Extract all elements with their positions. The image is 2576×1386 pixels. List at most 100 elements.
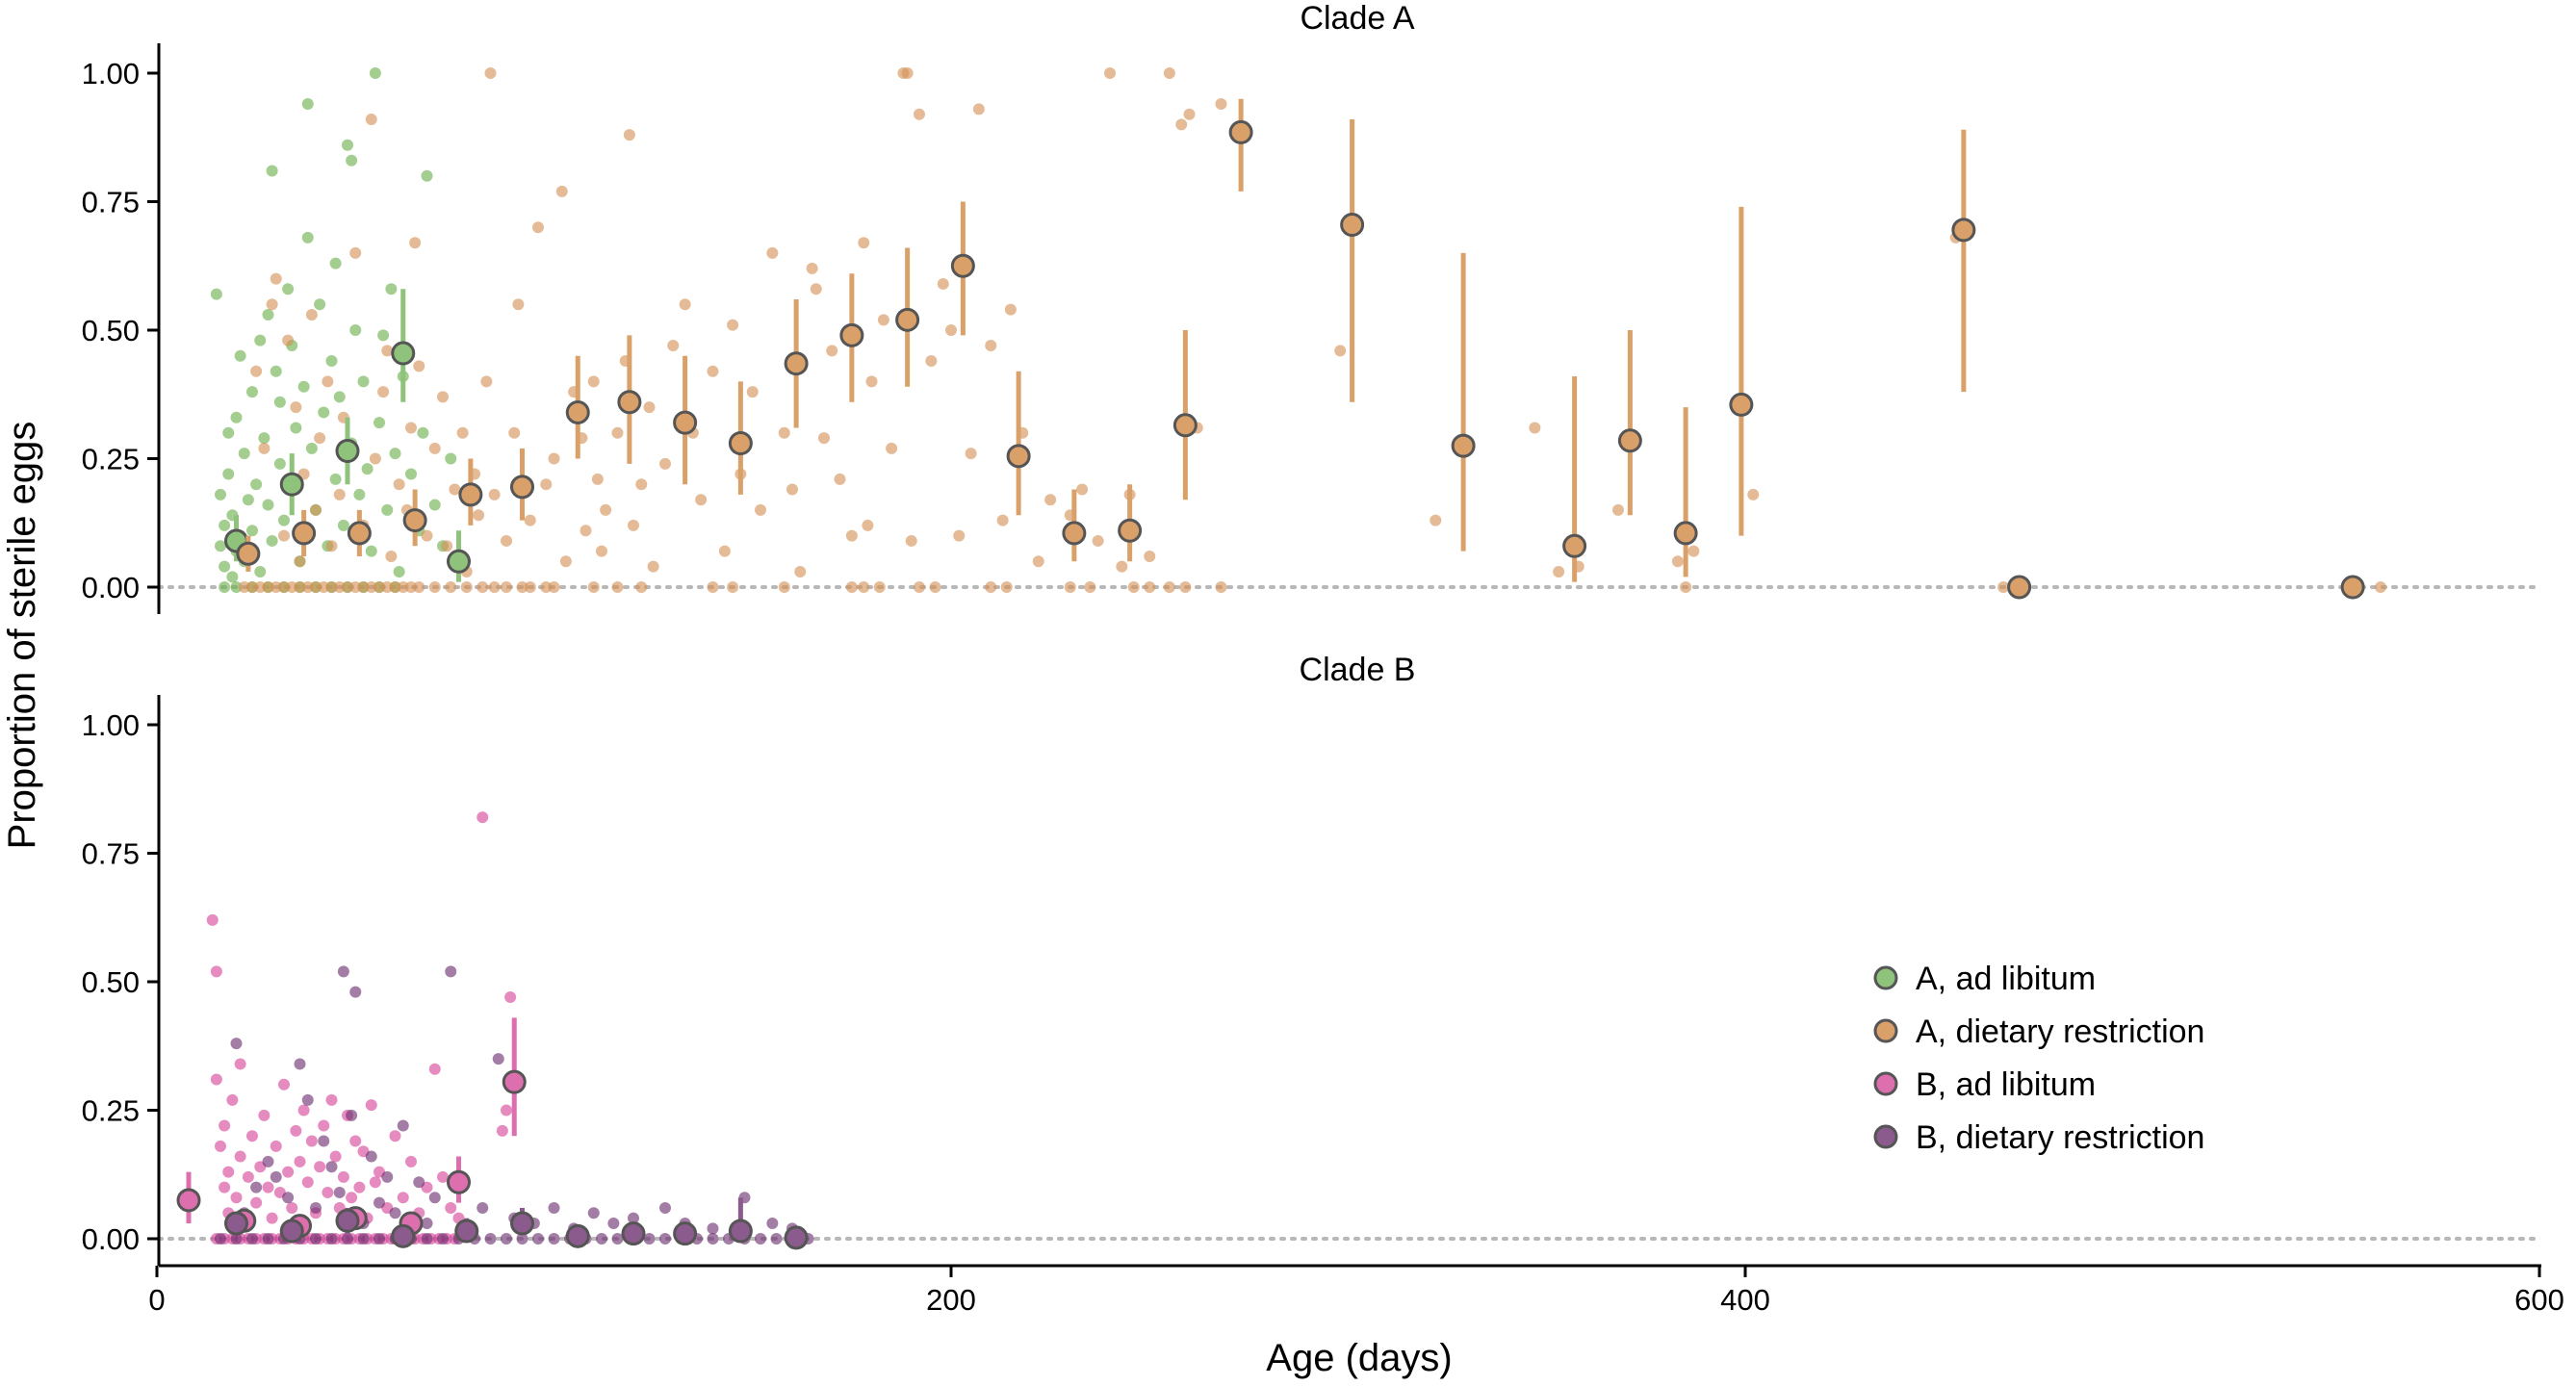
raw-point <box>246 386 258 398</box>
y-tick-label-b-1: 0.25 <box>82 1094 140 1128</box>
raw-point <box>985 340 997 352</box>
summary-point <box>391 1223 416 1248</box>
raw-point <box>516 1233 528 1245</box>
raw-point <box>325 1161 338 1173</box>
summary-point <box>335 438 360 463</box>
raw-point <box>587 375 600 388</box>
raw-point <box>965 448 977 460</box>
raw-point <box>349 246 362 259</box>
raw-point <box>417 426 429 439</box>
raw-point <box>1032 555 1044 568</box>
raw-point <box>877 314 889 326</box>
raw-point <box>254 581 267 593</box>
raw-point <box>219 519 231 531</box>
raw-point <box>1116 560 1128 573</box>
raw-point <box>1529 422 1541 434</box>
raw-point <box>484 1233 497 1245</box>
raw-point <box>858 581 870 593</box>
raw-point <box>611 426 624 439</box>
raw-point <box>397 1119 409 1132</box>
summary-point <box>565 399 590 424</box>
raw-point <box>1215 581 1227 593</box>
raw-point <box>1553 565 1565 578</box>
raw-point <box>389 1130 401 1142</box>
panel-b-plot-area: 0.00 0.25 0.50 0.75 1.00 0 200 400 600 <box>82 695 2564 1317</box>
raw-point <box>246 525 258 537</box>
summary-point <box>728 1219 753 1244</box>
raw-point <box>914 108 925 120</box>
raw-point <box>219 560 231 573</box>
raw-point <box>460 581 473 593</box>
panel-a-plot-area: 0.00 0.25 0.50 0.75 1.00 <box>82 43 2543 614</box>
raw-point <box>659 1201 671 1214</box>
raw-point <box>508 426 521 439</box>
raw-point <box>643 401 656 414</box>
raw-point <box>512 298 525 311</box>
raw-point <box>374 1233 385 1245</box>
raw-point <box>611 581 624 593</box>
raw-point <box>477 581 489 593</box>
legend: A, ad libitum A, dietary restriction B, … <box>1873 961 2204 1156</box>
raw-point <box>707 581 719 593</box>
raw-point <box>405 468 417 480</box>
raw-point <box>266 165 278 177</box>
raw-point <box>333 391 346 403</box>
raw-point <box>501 581 512 593</box>
raw-point <box>504 991 517 1004</box>
raw-point <box>349 986 362 998</box>
raw-point <box>1144 550 1156 562</box>
raw-point <box>325 1093 338 1106</box>
raw-point <box>365 1150 377 1163</box>
raw-point <box>449 483 461 496</box>
raw-point <box>1183 108 1196 120</box>
panel-title-clade-b: Clade B <box>1300 652 1416 688</box>
raw-point <box>301 1093 314 1106</box>
raw-point <box>393 478 405 491</box>
summary-point <box>447 549 471 574</box>
raw-point <box>262 1155 274 1168</box>
raw-point <box>1127 581 1140 593</box>
raw-point <box>318 406 330 419</box>
raw-point <box>325 581 338 593</box>
raw-point <box>305 442 318 454</box>
raw-points-a-0 <box>210 67 465 593</box>
raw-point <box>421 1233 433 1245</box>
raw-point <box>314 298 326 311</box>
raw-point <box>818 432 830 445</box>
raw-point <box>428 1192 441 1204</box>
raw-point <box>381 345 394 357</box>
legend-key-a-ad-libitum <box>1873 965 1898 990</box>
summary-point <box>1951 218 1976 243</box>
raw-point <box>294 1058 306 1070</box>
raw-point <box>477 1201 489 1214</box>
raw-point <box>635 581 648 593</box>
raw-point <box>322 375 334 388</box>
raw-point <box>1430 514 1442 526</box>
raw-point <box>310 1201 322 1214</box>
raw-point <box>1004 303 1017 316</box>
raw-point <box>778 426 790 439</box>
summary-point <box>621 1221 646 1246</box>
raw-point <box>346 1109 358 1121</box>
raw-point <box>222 1166 235 1178</box>
raw-point <box>349 581 362 593</box>
raw-point <box>234 1150 246 1163</box>
raw-point <box>845 529 858 542</box>
raw-point <box>325 1233 338 1245</box>
raw-point <box>349 324 362 336</box>
raw-point <box>222 426 235 439</box>
raw-point <box>329 1150 342 1163</box>
summary-point <box>224 1211 248 1236</box>
raw-point <box>1163 581 1175 593</box>
raw-point <box>374 1196 385 1209</box>
y-tick-label-a-0: 0.00 <box>82 571 140 604</box>
raw-point <box>623 129 635 141</box>
raw-point <box>501 1233 512 1245</box>
raw-point <box>282 334 295 346</box>
raw-point <box>501 534 512 547</box>
raw-point <box>635 478 648 491</box>
raw-point <box>643 1233 656 1245</box>
raw-point <box>755 503 766 516</box>
raw-point <box>282 283 295 295</box>
raw-point <box>501 1104 512 1116</box>
